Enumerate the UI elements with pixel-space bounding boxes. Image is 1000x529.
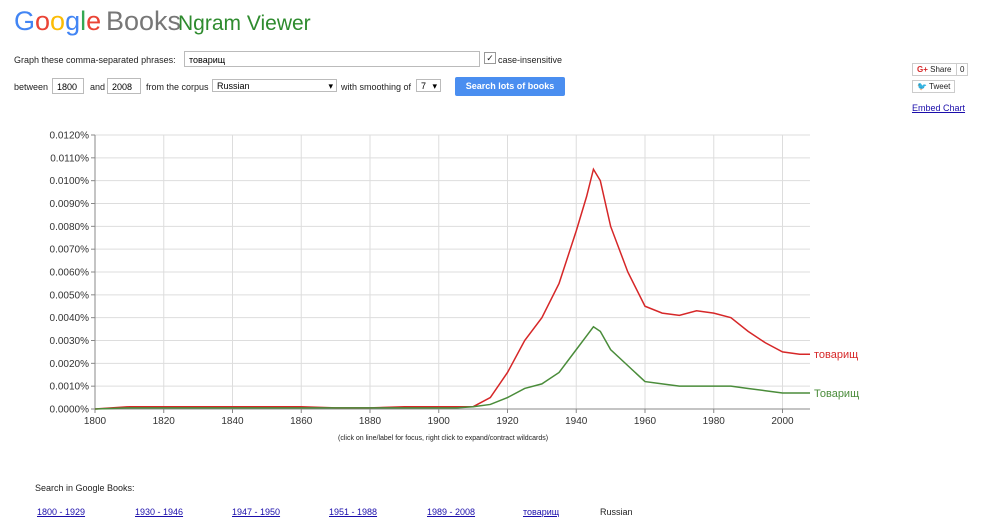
y-tick-label: 0.0020% <box>50 359 90 370</box>
y-tick-label: 0.0120% <box>50 131 90 142</box>
y-tick-label: 0.0090% <box>50 199 90 210</box>
between-label: between <box>14 82 49 92</box>
chart-note: (click on line/label for focus, right cl… <box>338 435 549 442</box>
search-link[interactable]: 1951 - 1988 <box>329 507 378 517</box>
y-tick-label: 0.0030% <box>50 336 90 347</box>
series-label: товарищ <box>814 349 858 361</box>
logo-product: Books <box>106 6 182 36</box>
case-label: case-insensitive <box>498 55 563 65</box>
x-tick-label: 1960 <box>634 416 657 427</box>
x-tick-label: 2000 <box>771 416 794 427</box>
x-tick-label: 1860 <box>290 416 313 427</box>
y-tick-label: 0.0040% <box>50 313 90 324</box>
checkbox[interactable]: ✓ <box>484 52 496 64</box>
corpus-label: from the corpus <box>146 82 209 92</box>
x-tick-label: 1980 <box>703 416 726 427</box>
y-tick-label: 0.0070% <box>50 245 90 256</box>
search-link[interactable]: 1947 - 1950 <box>232 507 281 517</box>
data-line <box>94 167 810 410</box>
tweet-button[interactable]: 🐦 Tweet <box>912 80 956 93</box>
y-tick-label: 0.0000% <box>50 405 90 416</box>
y-tick-label: 0.0010% <box>50 382 90 393</box>
search-corpus: Russian <box>600 507 633 517</box>
smoothing-select[interactable]: 7 ▾ <box>416 79 441 92</box>
phrases-label: Graph these comma-separated phrases: <box>14 55 176 65</box>
y-tick-label: 0.0100% <box>50 176 90 187</box>
series-label: Товарищ <box>814 388 859 400</box>
smoothing-label: with smoothing of <box>341 82 412 92</box>
search-button[interactable]: Search lots of books <box>455 77 565 96</box>
search-link[interactable]: 1989 - 2008 <box>427 507 476 517</box>
embed-link[interactable]: Embed Chart <box>912 103 966 113</box>
search-link[interactable]: 1930 - 1946 <box>135 507 184 517</box>
x-tick-label: 1920 <box>496 416 519 427</box>
tweet-text: Tweet <box>929 82 951 91</box>
y-tick-label: 0.0050% <box>50 290 90 301</box>
and-label: and <box>90 82 106 92</box>
search-link[interactable]: товарищ <box>523 507 560 517</box>
smoothing-value: 7 <box>421 81 427 91</box>
x-tick-label: 1800 <box>84 416 107 427</box>
y-tick-label: 0.0060% <box>50 268 90 279</box>
app-title: Ngram Viewer <box>178 12 311 35</box>
share-button[interactable]: G+ Share <box>912 63 957 76</box>
x-tick-label: 1840 <box>221 416 244 427</box>
x-tick-label: 1900 <box>428 416 451 427</box>
data-line <box>94 325 810 410</box>
x-tick-label: 1940 <box>565 416 588 427</box>
x-tick-label: 1880 <box>359 416 382 427</box>
share-text: Share <box>930 65 952 74</box>
x-tick-label: 1820 <box>153 416 176 427</box>
logo: Google <box>14 6 102 36</box>
search-label: Search in Google Books: <box>35 483 135 493</box>
search-link[interactable]: 1800 - 1929 <box>37 507 86 517</box>
end-year-input[interactable]: 2008 <box>107 78 141 94</box>
corpus-value: Russian <box>217 81 250 91</box>
start-year-input[interactable]: 1800 <box>52 78 84 94</box>
phrases-input[interactable]: товарищ <box>184 51 480 67</box>
corpus-select[interactable]: Russian ▾ <box>212 79 337 92</box>
y-tick-label: 0.0110% <box>50 153 89 164</box>
y-tick-label: 0.0080% <box>50 222 90 233</box>
share-count: 0 <box>956 63 969 76</box>
